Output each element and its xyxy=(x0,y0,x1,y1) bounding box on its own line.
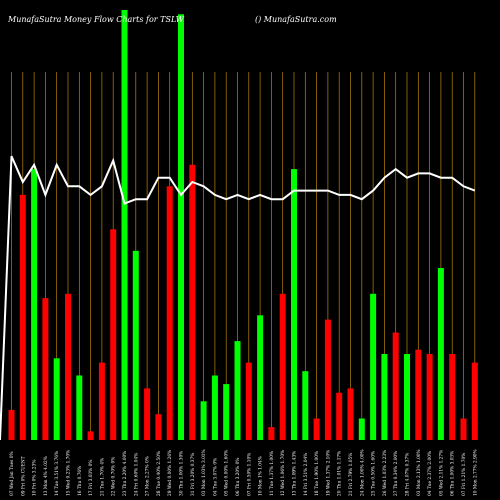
x-tick-label: 03 Mon 2.13% 1.00% xyxy=(417,449,422,496)
bar xyxy=(76,375,83,440)
bar xyxy=(65,293,71,440)
x-tick-label: 04 Tue 2.37% 2.00% xyxy=(428,451,433,496)
x-tick-label: 28 Fri 4.07% 0.37% xyxy=(406,453,411,496)
bar xyxy=(302,371,309,440)
bar xyxy=(347,388,354,440)
x-tick-label: 09 Fri 0% CUENT xyxy=(21,456,26,496)
x-tick-label: 10 Fri 0% 3.23% xyxy=(33,460,38,496)
x-tick-label: 28 Tue 0.40% 2.50% xyxy=(157,451,162,496)
bar xyxy=(381,354,388,440)
x-tick-label: 14 Fri 3.51% 2.04% xyxy=(304,453,309,496)
bar xyxy=(31,169,38,440)
x-tick-label: 22 Wed 0.70% 0% xyxy=(112,457,117,496)
x-tick-label: 04 Tue 3.07% 0% xyxy=(213,458,218,496)
x-tick-label: 17 Fri 3.03% 0% xyxy=(89,460,94,496)
x-tick-label: 23 Thu 2.20% 4.00% xyxy=(123,451,128,496)
x-tick-label: 03 Mon 1.03% 3.01% xyxy=(202,449,207,496)
bar xyxy=(42,298,49,440)
x-tick-label: 11 Tue 1.37% 1.00% xyxy=(270,451,275,496)
x-tick-label: 21 Tue 1.70% 4% xyxy=(100,458,105,496)
money-flow-bars xyxy=(8,10,478,441)
x-tick-label: 29 Wed 0.00% 1.26% xyxy=(168,450,173,496)
bar xyxy=(437,268,444,440)
bar xyxy=(144,388,151,440)
bar xyxy=(53,358,60,440)
bar xyxy=(19,194,26,440)
x-tick-label: 13 Mon 4% 4.02% xyxy=(44,456,49,496)
bar xyxy=(471,362,478,440)
x-tick-label: 31 Fri 3.20% 0.37% xyxy=(191,453,196,496)
x-tick-label: 21 Fri 2.79% 1.05% xyxy=(349,453,354,496)
x-tick-label: 12 Wed 1.06% 1.70% xyxy=(281,450,286,496)
bar xyxy=(279,293,286,440)
bar xyxy=(211,375,218,440)
x-tick-label: 10 Mon 2.77% 2.90% xyxy=(473,449,478,496)
x-tick-label: 25 Tue 0.50% 1.60% xyxy=(372,451,377,496)
x-tick-label: 13 Thu 1.09% 1.43% xyxy=(293,451,298,496)
bar xyxy=(392,332,399,440)
bar xyxy=(200,401,207,440)
x-tick-label: 07 Wed Jan Tues 0% xyxy=(10,451,15,496)
bar xyxy=(132,250,139,440)
bar xyxy=(166,186,173,440)
chart-subtitle: () MunafaSutra.com xyxy=(255,15,337,24)
x-tick-label: 07 Fri 1.21% 1.70% xyxy=(462,453,467,496)
bar xyxy=(234,341,241,440)
x-tick-label: 20 Thu 1.01% 1.17% xyxy=(338,451,343,496)
bar xyxy=(155,414,162,440)
bar xyxy=(178,14,184,441)
x-tick-label: 30 Thu 1.00% 1.30% xyxy=(180,451,185,496)
x-tick-label: 06 Thu 3.20% 0% xyxy=(236,458,241,496)
x-tick-label: 05 Wed 2.11% 1.27% xyxy=(439,450,444,496)
bar xyxy=(121,10,128,440)
chart-title: MunafaSutra Money Flow Charts for TSLW xyxy=(7,15,185,24)
x-tick-label: 14 Tue 3.51% 3.76% xyxy=(55,451,60,496)
bar xyxy=(370,293,377,440)
bar xyxy=(268,427,275,440)
bar xyxy=(291,169,297,440)
money-flow-line xyxy=(0,155,476,441)
bar xyxy=(336,392,343,440)
bar xyxy=(87,431,94,440)
bar xyxy=(313,418,320,440)
x-tick-label: 27 Thu 0.34% 2.00% xyxy=(394,451,399,496)
x-tick-label: 07 Fri 0.50% 1.10% xyxy=(247,453,252,496)
bar xyxy=(404,354,410,440)
bar xyxy=(415,349,422,440)
x-tick-label: 24 Mon 1.00% 4.00% xyxy=(360,449,365,496)
bar xyxy=(223,384,230,440)
bar xyxy=(460,418,467,440)
x-tick-label: 18 Tue 1.90% 1.00% xyxy=(315,451,320,496)
bar xyxy=(358,418,365,440)
bar xyxy=(324,319,331,440)
x-tick-label: 24 Fri 0.60% 1.04% xyxy=(134,453,139,496)
x-tick-label: 19 Wed 1.37% 2.10% xyxy=(326,450,331,496)
x-tick-label: 16 Thu 0.76% xyxy=(78,466,83,496)
x-tick-label: 06 Thu 1.00% 3.03% xyxy=(451,451,456,496)
bar xyxy=(257,315,264,440)
x-tick-label: 05 Wed 0.00% 1.60% xyxy=(225,450,230,496)
x-tick-label: 15 Wed 0.23% 1.70% xyxy=(67,450,72,496)
x-tick-label: 27 Mon 2.27% 0% xyxy=(146,456,151,496)
x-tick-labels: 07 Wed Jan Tues 0% 09 Fri 0% CUENT 10 Fri … xyxy=(10,449,478,496)
bar xyxy=(98,362,105,440)
x-tick-label: 26 Wed 1.03% 2.23% xyxy=(383,450,388,496)
bar xyxy=(245,362,252,440)
bar xyxy=(449,354,456,440)
bar xyxy=(8,409,15,440)
bar xyxy=(189,164,196,441)
x-tick-label: 10 Mon 1% 1.04% xyxy=(259,456,264,496)
bar xyxy=(426,354,433,440)
bar xyxy=(110,229,117,440)
